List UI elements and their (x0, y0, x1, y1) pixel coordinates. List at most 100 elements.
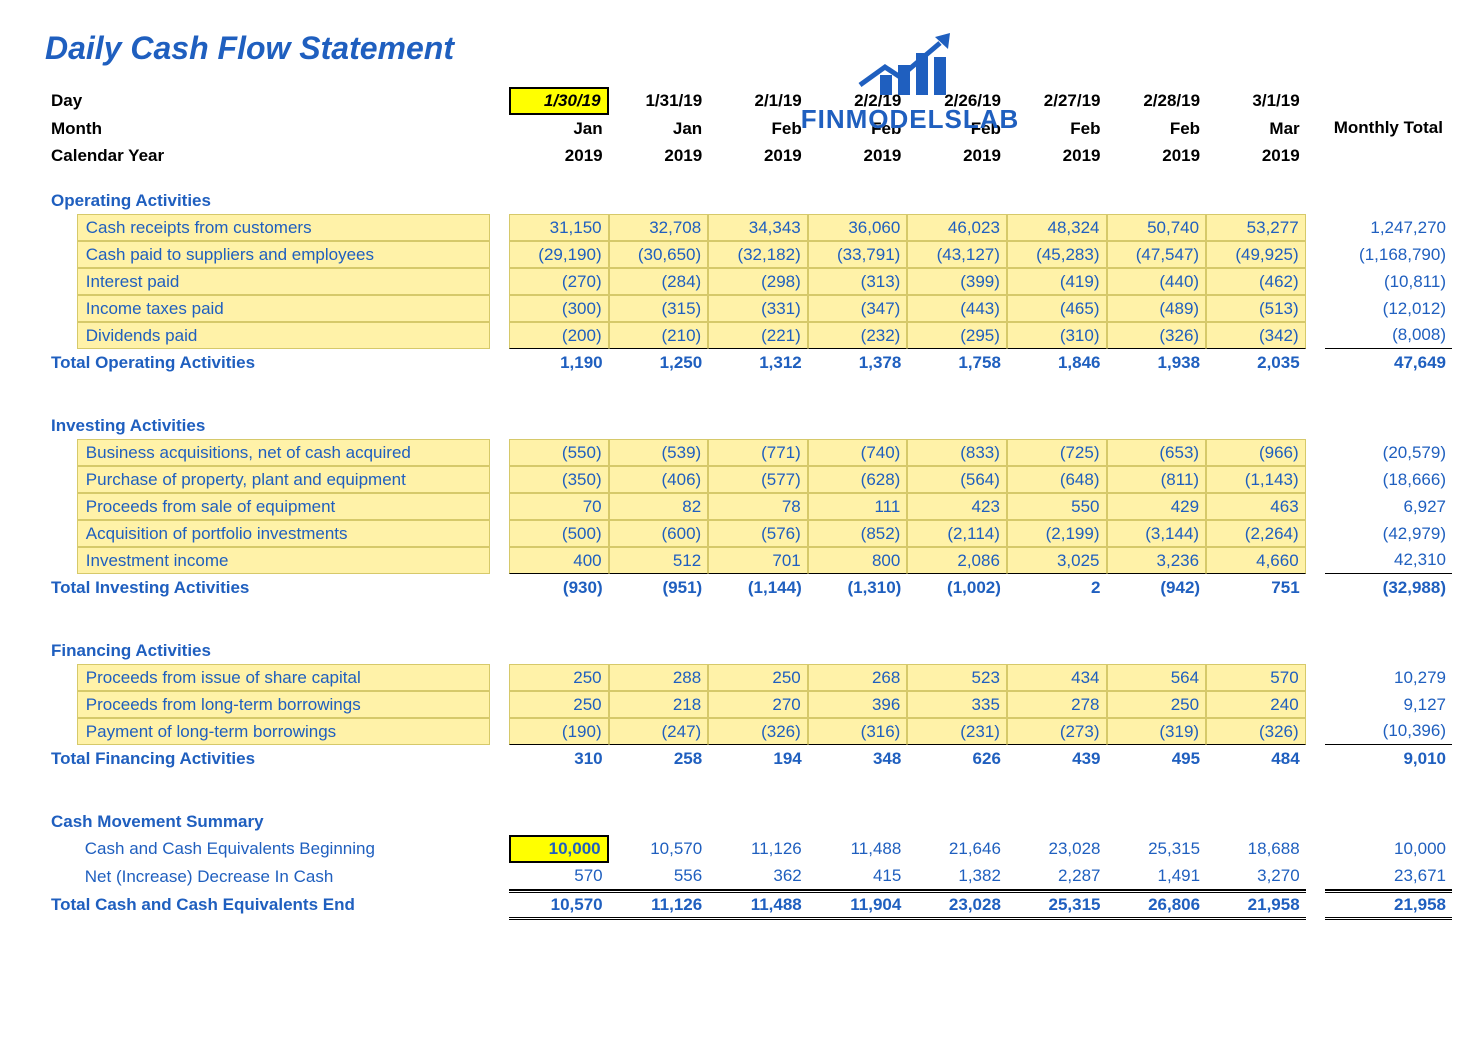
row-label: Cash paid to suppliers and employees (77, 241, 490, 268)
header-day-2: 2/1/19 (708, 87, 808, 115)
row-total: (18,666) (1325, 466, 1452, 493)
row-total: (20,579) (1325, 439, 1452, 466)
row-label: Interest paid (77, 268, 490, 295)
row-value: (300) (509, 295, 609, 322)
row-value: 250 (708, 664, 808, 691)
row-value: 111 (808, 493, 908, 520)
row-value: 278 (1007, 691, 1107, 718)
row-value: 4,660 (1206, 547, 1306, 574)
section-total-row: Total Operating Activities1,1901,2501,31… (45, 349, 1452, 376)
row-value: (319) (1107, 718, 1207, 745)
table-row: Business acquisitions, net of cash acqui… (45, 439, 1452, 466)
section-total-value: 626 (907, 745, 1007, 772)
table-row: Payment of long-term borrowings(190)(247… (45, 718, 1452, 745)
row-value: (247) (609, 718, 709, 745)
row-value: (811) (1107, 466, 1207, 493)
section-total-value: 1,938 (1107, 349, 1207, 376)
row-value: (600) (609, 520, 709, 547)
row-value: (298) (708, 268, 808, 295)
section-total-label: Total Financing Activities (45, 745, 490, 772)
header-year-4: 2019 (907, 142, 1007, 169)
row-total: (10,396) (1325, 718, 1452, 745)
row-value: 21,646 (907, 835, 1007, 863)
row-value: (966) (1206, 439, 1306, 466)
row-label: Proceeds from long-term borrowings (77, 691, 490, 718)
row-value: 523 (907, 664, 1007, 691)
row-value: (852) (808, 520, 908, 547)
section-total-value: 1,758 (907, 349, 1007, 376)
row-value: (550) (509, 439, 609, 466)
row-label: Purchase of property, plant and equipmen… (77, 466, 490, 493)
section-total-label: Total Investing Activities (45, 574, 490, 601)
header-day-0: 1/30/19 (509, 87, 609, 115)
row-label: Dividends paid (77, 322, 490, 349)
row-value: 34,343 (708, 214, 808, 241)
row-value: 415 (808, 863, 908, 890)
header-day-label: Day (45, 87, 490, 115)
row-total: 1,247,270 (1325, 214, 1452, 241)
row-label: Proceeds from issue of share capital (77, 664, 490, 691)
section-total-value: (930) (509, 574, 609, 601)
row-total: 6,927 (1325, 493, 1452, 520)
table-row: Dividends paid(200)(210)(221)(232)(295)(… (45, 322, 1452, 349)
brand-logo: FINMODELSLAB (800, 25, 1020, 135)
row-value: 701 (708, 547, 808, 574)
section-total-value: 1,378 (808, 349, 908, 376)
row-value: (462) (1206, 268, 1306, 295)
row-value: 18,688 (1206, 835, 1306, 863)
row-value: (440) (1107, 268, 1207, 295)
row-value: 11,126 (708, 835, 808, 863)
row-value: (29,190) (509, 241, 609, 268)
row-value: 250 (509, 691, 609, 718)
header-month-6: Feb (1107, 115, 1207, 142)
row-value: (326) (1206, 718, 1306, 745)
row-total: (1,168,790) (1325, 241, 1452, 268)
section-total-row: Total Financing Activities31025819434862… (45, 745, 1452, 772)
row-value: (350) (509, 466, 609, 493)
row-total: 23,671 (1325, 863, 1452, 890)
row-value: (43,127) (907, 241, 1007, 268)
row-value: 3,236 (1107, 547, 1207, 574)
row-label: Cash and Cash Equivalents Beginning (77, 835, 490, 863)
header-day-7: 3/1/19 (1206, 87, 1306, 115)
row-value: (576) (708, 520, 808, 547)
section-total-value: 11,126 (609, 890, 709, 920)
section-grand-total: 47,649 (1325, 349, 1452, 376)
section-total-value: 2,035 (1206, 349, 1306, 376)
row-value: (2,199) (1007, 520, 1107, 547)
row-value: 429 (1107, 493, 1207, 520)
header-month-7: Mar (1206, 115, 1306, 142)
row-value: (295) (907, 322, 1007, 349)
section-total-value: 258 (609, 745, 709, 772)
table-row: Cash and Cash Equivalents Beginning 10,00… (45, 835, 1452, 863)
row-value: (313) (808, 268, 908, 295)
row-value: (443) (907, 295, 1007, 322)
table-row: Proceeds from long-term borrowings 250218… (45, 691, 1452, 718)
row-value: (2,264) (1206, 520, 1306, 547)
row-value: 556 (609, 863, 709, 890)
row-value: (273) (1007, 718, 1107, 745)
row-value: 564 (1107, 664, 1207, 691)
row-value: 46,023 (907, 214, 1007, 241)
row-value: (577) (708, 466, 808, 493)
header-day-5: 2/27/19 (1007, 87, 1107, 115)
row-value: (45,283) (1007, 241, 1107, 268)
header-year-5: 2019 (1007, 142, 1107, 169)
cash-beginning-input[interactable]: 10,000 (509, 835, 609, 863)
row-value: (1,143) (1206, 466, 1306, 493)
row-value: 3,025 (1007, 547, 1107, 574)
section-total-value: 26,806 (1107, 890, 1207, 920)
row-label: Acquisition of portfolio investments (77, 520, 490, 547)
header-year-3: 2019 (808, 142, 908, 169)
header-month-2: Feb (708, 115, 808, 142)
row-value: (399) (907, 268, 1007, 295)
section-grand-total: (32,988) (1325, 574, 1452, 601)
row-value: (2,114) (907, 520, 1007, 547)
row-value: 434 (1007, 664, 1107, 691)
row-value: (331) (708, 295, 808, 322)
row-total: 42,310 (1325, 547, 1452, 574)
row-value: 570 (509, 863, 609, 890)
row-value: (406) (609, 466, 709, 493)
row-value: (210) (609, 322, 709, 349)
row-value: 218 (609, 691, 709, 718)
